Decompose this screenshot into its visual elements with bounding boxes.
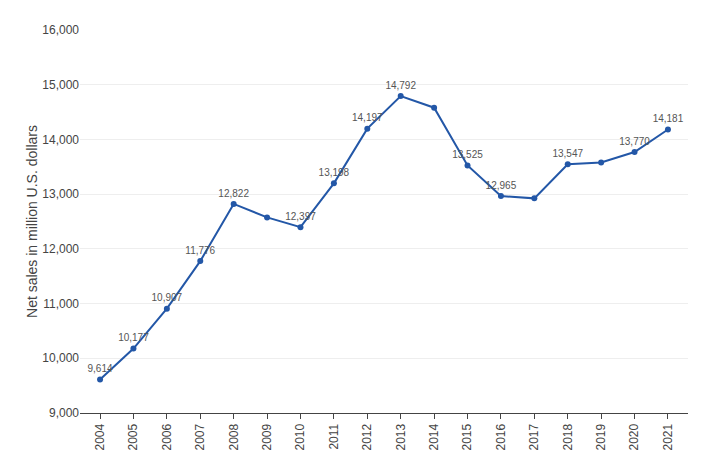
svg-text:2011: 2011: [327, 423, 341, 449]
svg-text:2008: 2008: [227, 423, 241, 450]
svg-text:9,614: 9,614: [88, 363, 113, 374]
svg-text:12,000: 12,000: [42, 242, 79, 256]
svg-text:2010: 2010: [293, 423, 307, 450]
svg-text:2013: 2013: [394, 423, 408, 450]
svg-text:13,770: 13,770: [619, 136, 650, 147]
svg-text:13,000: 13,000: [42, 187, 79, 201]
svg-text:Net sales in million U.S. doll: Net sales in million U.S. dollars: [24, 125, 40, 318]
svg-text:14,181: 14,181: [653, 113, 684, 124]
svg-text:2004: 2004: [93, 423, 107, 450]
svg-text:2016: 2016: [494, 423, 508, 450]
svg-text:10,907: 10,907: [152, 292, 183, 303]
svg-text:15,000: 15,000: [42, 78, 79, 92]
svg-text:12,397: 12,397: [285, 211, 316, 222]
svg-text:2007: 2007: [193, 423, 207, 450]
svg-text:2018: 2018: [561, 423, 575, 450]
svg-text:2020: 2020: [627, 423, 641, 450]
svg-text:2015: 2015: [460, 423, 474, 450]
svg-text:13,198: 13,198: [319, 167, 350, 178]
svg-text:2006: 2006: [160, 423, 174, 450]
svg-text:2017: 2017: [527, 423, 541, 450]
svg-text:12,965: 12,965: [486, 180, 517, 191]
svg-text:2012: 2012: [360, 423, 374, 450]
svg-text:11,776: 11,776: [185, 245, 215, 256]
svg-text:2021: 2021: [661, 423, 675, 450]
svg-text:2019: 2019: [594, 423, 608, 450]
svg-text:11,000: 11,000: [43, 297, 79, 311]
svg-text:2014: 2014: [427, 423, 441, 450]
svg-text:2009: 2009: [260, 423, 274, 450]
svg-text:10,177: 10,177: [118, 332, 149, 343]
svg-text:12,822: 12,822: [218, 188, 249, 199]
svg-text:2005: 2005: [126, 423, 140, 450]
svg-text:14,792: 14,792: [385, 80, 416, 91]
svg-text:13,547: 13,547: [552, 148, 583, 159]
svg-text:14,000: 14,000: [42, 133, 79, 147]
svg-text:14,197: 14,197: [352, 112, 383, 123]
svg-text:9,000: 9,000: [49, 406, 79, 420]
svg-text:10,000: 10,000: [42, 351, 79, 365]
svg-text:16,000: 16,000: [42, 23, 79, 37]
svg-text:13,525: 13,525: [452, 149, 483, 160]
